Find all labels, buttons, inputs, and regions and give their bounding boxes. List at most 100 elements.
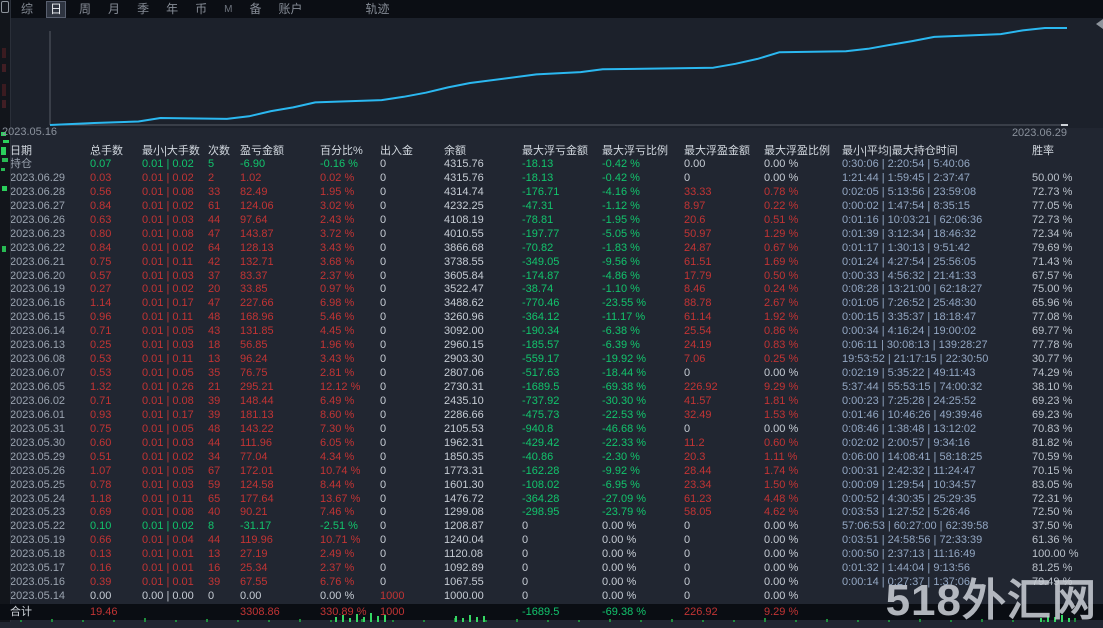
cell-deposit-withdraw: 0 bbox=[380, 353, 387, 366]
toolbar-tab-月[interactable]: 月 bbox=[108, 1, 121, 16]
cell-total-lots: 0.10 bbox=[90, 520, 112, 533]
cell-pnl-amount: 3308.86 bbox=[240, 606, 280, 618]
cell-min-max-lots: 0.01 | 0.05 bbox=[142, 464, 194, 477]
cell-min-max-lots: 0.01 | 0.11 bbox=[142, 353, 193, 366]
cell-date: 2023.06.02 bbox=[10, 394, 66, 407]
toolbar-tab-日[interactable]: 日 bbox=[46, 0, 67, 18]
cell-holding-time: 57:06:53 | 60:27:00 | 62:39:58 bbox=[842, 520, 989, 533]
cell-date: 2023.05.24 bbox=[10, 492, 66, 505]
table-row[interactable]: 2023.06.13 0.25 0.01 | 0.03 18 56.85 1.96 % 0 2… bbox=[0, 339, 1103, 353]
cell-min-max-lots: 0.01 | 0.02 bbox=[142, 450, 194, 463]
cell-min-max-lots: 0.01 | 0.05 bbox=[142, 367, 194, 380]
toolbar-tab-备[interactable]: 备 bbox=[249, 1, 262, 16]
table-total-row[interactable]: 合计 19.46 3308.86 330.89 % 1000 -1689.5 -69.38 … bbox=[0, 604, 1103, 620]
cell-holding-time: 0:01:24 | 4:27:54 | 25:56:05 bbox=[842, 255, 977, 268]
cell-min-max-lots: 0.01 | 0.01 bbox=[142, 576, 194, 589]
cell-max-float-profit-pct: 1.81 % bbox=[764, 394, 799, 407]
cell-max-float-loss: -197.77 bbox=[522, 227, 560, 240]
table-row[interactable]: 2023.05.19 0.66 0.01 | 0.04 44 119.96 10.71 %… bbox=[0, 534, 1103, 548]
cell-date: 2023.06.28 bbox=[10, 185, 66, 198]
cell-max-float-loss: 0 bbox=[522, 562, 529, 575]
cell-pnl-percent: 0.00 % bbox=[320, 590, 355, 603]
cell-pnl-percent: 1.95 % bbox=[320, 185, 355, 198]
table-row[interactable]: 2023.05.24 1.18 0.01 | 0.11 65 177.64 13.67 %… bbox=[0, 493, 1103, 507]
toolbar-tab-综[interactable]: 综 bbox=[21, 1, 34, 16]
table-row[interactable]: 2023.05.30 0.60 0.01 | 0.03 44 111.96 6.05 % 0… bbox=[0, 437, 1103, 451]
table-row[interactable]: 2023.06.27 0.84 0.01 | 0.02 61 124.06 3.02 % 0… bbox=[0, 200, 1103, 214]
table-row[interactable]: 2023.05.16 0.39 0.01 | 0.01 39 67.55 6.76 % 0 1… bbox=[0, 576, 1103, 590]
table-row[interactable]: 2023.06.02 0.71 0.01 | 0.08 39 148.44 6.49 % 0… bbox=[0, 395, 1103, 409]
cell-pnl-amount: 27.19 bbox=[240, 548, 268, 561]
cell-holding-time: 0:01:39 | 3:12:34 | 18:46:32 bbox=[842, 227, 977, 240]
cell-win-rate: 75.00 % bbox=[1032, 283, 1073, 296]
cell-date: 2023.06.21 bbox=[10, 255, 66, 268]
cell-pnl-amount: 33.85 bbox=[240, 283, 268, 296]
toolbar-tab-季[interactable]: 季 bbox=[137, 1, 150, 16]
table-row[interactable]: 2023.06.28 0.56 0.01 | 0.08 33 82.49 1.95 % 0 4… bbox=[0, 186, 1103, 200]
table-row[interactable]: 2023.05.18 0.13 0.01 | 0.01 13 27.19 2.49 % 0 1… bbox=[0, 548, 1103, 562]
toolbar-tab-M[interactable]: M bbox=[224, 3, 233, 15]
table-row[interactable]: 2023.06.08 0.53 0.01 | 0.11 13 96.24 3.43 % 0 2… bbox=[0, 353, 1103, 367]
cell-pnl-amount: 90.21 bbox=[240, 506, 268, 519]
col-header-trade-count: 次数 bbox=[208, 145, 230, 157]
table-row[interactable]: 2023.06.16 1.14 0.01 | 0.17 47 227.66 6.98 % 0… bbox=[0, 297, 1103, 311]
cell-total-lots: 0.69 bbox=[90, 506, 112, 519]
cell-max-float-profit: 32.49 bbox=[684, 408, 712, 421]
table-row[interactable]: 2023.06.14 0.71 0.01 | 0.05 43 131.85 4.45 % 0… bbox=[0, 325, 1103, 339]
cell-deposit-withdraw: 0 bbox=[380, 241, 387, 254]
cell-total-lots: 0.80 bbox=[90, 227, 112, 240]
cell-total-lots: 0.56 bbox=[90, 185, 112, 198]
cell-deposit-withdraw: 0 bbox=[380, 548, 387, 561]
cell-max-float-profit-pct: 1.11 % bbox=[764, 450, 798, 463]
cell-date: 2023.06.22 bbox=[10, 241, 66, 254]
cell-max-float-profit-pct: 0.00 % bbox=[764, 171, 799, 184]
cell-max-float-loss-pct: 0.00 % bbox=[602, 520, 637, 533]
cell-max-float-profit-pct: 1.69 % bbox=[764, 255, 799, 268]
cell-date: 2023.05.23 bbox=[10, 506, 66, 519]
cell-pnl-amount: 96.24 bbox=[240, 353, 268, 366]
cell-holding-time: 0:00:14 | 0:27:37 | 1:37:06 bbox=[842, 576, 971, 589]
table-row[interactable]: 2023.06.19 0.27 0.01 | 0.02 20 33.85 0.97 % 0 3… bbox=[0, 283, 1103, 297]
table-row[interactable]: 2023.05.29 0.51 0.01 | 0.02 34 77.04 4.34 % 0 1… bbox=[0, 451, 1103, 465]
cell-max-float-profit: 28.44 bbox=[684, 464, 712, 477]
cell-deposit-withdraw: 0 bbox=[380, 227, 387, 240]
table-row[interactable]: 2023.05.14 0.00 0.00 | 0.00 0 0.00 0.00 % 1000… bbox=[0, 590, 1103, 604]
table-row[interactable]: 2023.06.07 0.53 0.01 | 0.05 35 76.75 2.81 % 0 2… bbox=[0, 367, 1103, 381]
table-row[interactable]: 2023.05.31 0.75 0.01 | 0.05 48 143.22 7.30 % 0… bbox=[0, 423, 1103, 437]
cell-max-float-profit: 61.23 bbox=[684, 492, 712, 505]
table-row[interactable]: 2023.06.23 0.80 0.01 | 0.08 47 143.87 3.72 % 0… bbox=[0, 228, 1103, 242]
table-row[interactable]: 2023.06.15 0.96 0.01 | 0.11 48 168.96 5.46 % 0… bbox=[0, 311, 1103, 325]
table-row[interactable]: 2023.06.20 0.57 0.01 | 0.03 37 83.37 2.37 % 0 3… bbox=[0, 270, 1103, 284]
toolbar-tab-周[interactable]: 周 bbox=[79, 1, 92, 16]
table-row[interactable]: 2023.06.01 0.93 0.01 | 0.17 39 181.13 8.60 % 0… bbox=[0, 409, 1103, 423]
table-row[interactable]: 2023.05.26 1.07 0.01 | 0.05 67 172.01 10.74 %… bbox=[0, 465, 1103, 479]
table-row[interactable]: 2023.05.23 0.69 0.01 | 0.08 40 90.21 7.46 % 0 1… bbox=[0, 506, 1103, 520]
cell-min-max-lots: 0.01 | 0.08 bbox=[142, 394, 194, 407]
table-row[interactable]: 2023.05.22 0.10 0.01 | 0.02 8 -31.17 -2.51 % 0… bbox=[0, 520, 1103, 534]
cell-max-float-loss-pct: 0.00 % bbox=[602, 534, 637, 547]
cell-max-float-loss: -40.86 bbox=[522, 450, 554, 463]
table-row[interactable]: 2023.06.22 0.84 0.01 | 0.02 64 128.13 3.43 % 0… bbox=[0, 242, 1103, 256]
table-row[interactable]: 2023.06.26 0.63 0.01 | 0.03 44 97.64 2.43 % 0 4… bbox=[0, 214, 1103, 228]
cell-max-float-loss: -475.73 bbox=[522, 408, 560, 421]
table-row[interactable]: 2023.06.05 1.32 0.01 | 0.26 21 295.21 12.12 %… bbox=[0, 381, 1103, 395]
table-row[interactable]: 持仓 0.07 0.01 | 0.02 5 -6.90 -0.16 % 0 4315.76 -1… bbox=[0, 158, 1103, 172]
left-strip-mark bbox=[2, 158, 8, 162]
cell-pnl-amount: 77.04 bbox=[240, 450, 268, 463]
toolbar-item-track[interactable]: 轨迹 bbox=[365, 1, 390, 16]
equity-chart[interactable] bbox=[0, 18, 1103, 128]
table-row[interactable]: 2023.06.29 0.03 0.01 | 0.02 2 1.02 0.02 % 0 431… bbox=[0, 172, 1103, 186]
cell-balance: 2105.53 bbox=[444, 422, 484, 435]
cell-max-float-profit-pct: 0.51 % bbox=[764, 213, 799, 226]
toolbar-tab-年[interactable]: 年 bbox=[166, 1, 179, 16]
cell-trade-count: 39 bbox=[208, 394, 221, 407]
cell-date: 2023.06.08 bbox=[10, 353, 66, 366]
table-row[interactable]: 2023.06.21 0.75 0.01 | 0.11 42 132.71 3.68 % 0… bbox=[0, 256, 1103, 270]
toolbar-tab-账户[interactable]: 账户 bbox=[278, 1, 303, 16]
table-row[interactable]: 2023.05.17 0.16 0.01 | 0.01 16 25.34 2.37 % 0 1… bbox=[0, 562, 1103, 576]
toolbar-tab-币[interactable]: 币 bbox=[195, 1, 208, 16]
scroll-right-arrow-icon[interactable] bbox=[1096, 19, 1103, 29]
col-header-min-max-lots: 最小|大手数 bbox=[142, 145, 200, 157]
cell-max-float-loss-pct: -18.44 % bbox=[602, 367, 647, 380]
table-row[interactable]: 2023.05.25 0.78 0.01 | 0.03 59 124.58 8.44 % 0… bbox=[0, 479, 1103, 493]
